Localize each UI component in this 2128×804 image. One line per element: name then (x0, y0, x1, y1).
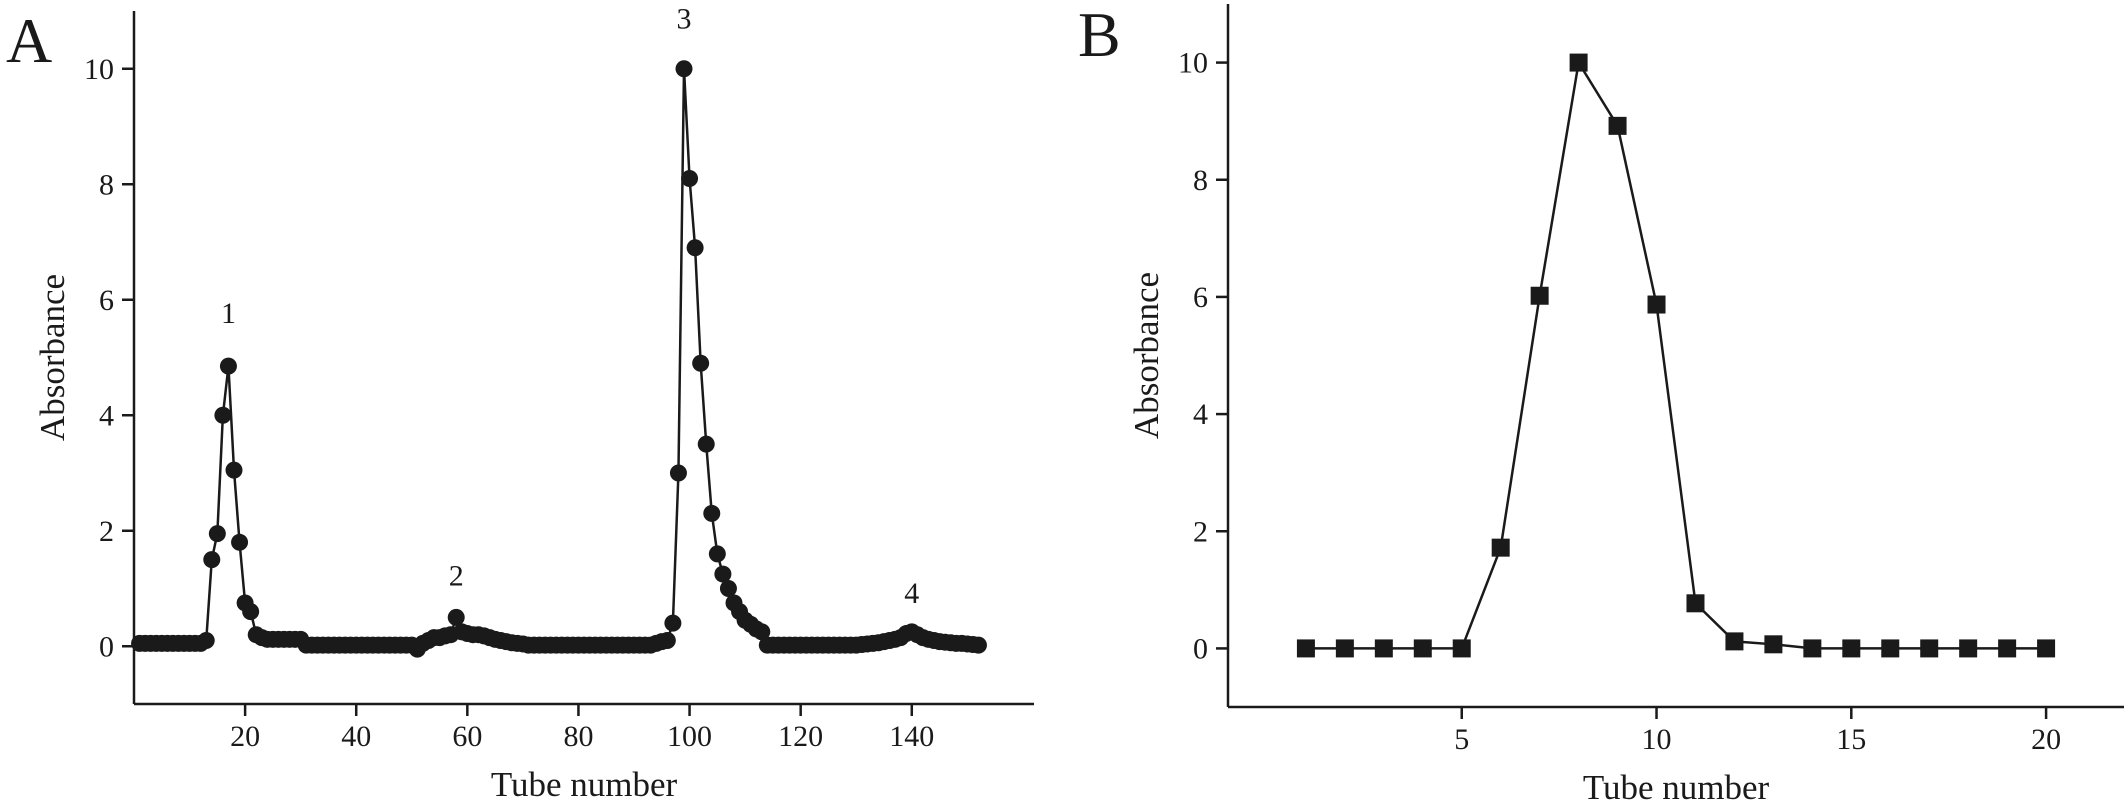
peak-label: 2 (449, 560, 464, 593)
x-tick-label: 140 (889, 720, 934, 753)
panel-label: A (6, 5, 52, 76)
y-tick-label: 4 (1193, 398, 1208, 431)
data-point (703, 504, 721, 522)
data-point (669, 464, 687, 482)
y-tick-label: 8 (1193, 164, 1208, 197)
data-point (708, 545, 726, 563)
data-point (1608, 116, 1627, 135)
data-line (1305, 59, 2047, 650)
data-line (139, 68, 979, 651)
data-point (1296, 639, 1315, 658)
x-tick-label: 80 (563, 720, 593, 753)
data-point (719, 580, 737, 597)
y-tick-label: 6 (1193, 281, 1208, 314)
data-point (1491, 538, 1510, 557)
data-point (1374, 639, 1393, 658)
x-tick-label: 60 (452, 720, 482, 753)
x-tick-label: 120 (778, 720, 823, 753)
y-tick-label: 2 (1193, 515, 1208, 548)
data-point (1452, 639, 1471, 658)
data-point (1530, 286, 1549, 305)
data-point (1764, 635, 1783, 654)
peak-label: 3 (677, 2, 692, 35)
panel-label: B (1078, 0, 1121, 70)
y-tick-label: 0 (99, 630, 114, 663)
y-tick-label: 10 (84, 53, 114, 86)
data-point (219, 357, 237, 375)
data-point (658, 631, 676, 649)
x-tick-label: 40 (341, 720, 371, 753)
data-point (714, 565, 732, 583)
data-point (1842, 639, 1861, 658)
data-point (1725, 632, 1744, 651)
data-point (203, 551, 221, 569)
data-point (681, 169, 699, 187)
data-point (242, 603, 260, 621)
x-tick-label: 5 (1454, 723, 1469, 756)
y-tick-label: 6 (99, 284, 114, 317)
x-tick-label: 15 (1836, 723, 1866, 756)
data-point (1998, 639, 2017, 658)
data-point (447, 608, 465, 626)
data-point (208, 525, 226, 543)
y-tick-label: 8 (99, 168, 114, 201)
data-point (1569, 53, 1588, 72)
y-tick-label: 0 (1193, 632, 1208, 665)
y-tick-label: 10 (1178, 47, 1208, 80)
data-point (1881, 639, 1900, 658)
y-axis-title: Absorbance (1127, 272, 1166, 439)
x-tick-label: 100 (667, 720, 712, 753)
data-point (692, 354, 710, 372)
data-point (1413, 639, 1432, 658)
data-point (686, 239, 704, 257)
data-point (1959, 639, 1978, 658)
peak-label: 4 (904, 577, 919, 610)
data-point (1647, 295, 1666, 314)
data-point (1335, 639, 1354, 658)
x-axis-title: Tube number (1583, 768, 1770, 804)
data-point (2037, 639, 2056, 658)
data-point (664, 614, 682, 632)
data-point (231, 533, 249, 551)
peak-label: 1 (221, 297, 236, 330)
data-point (1803, 639, 1822, 658)
data-point (753, 623, 771, 641)
y-tick-label: 4 (99, 399, 114, 432)
data-point (675, 60, 693, 78)
data-point (225, 461, 243, 479)
x-axis-title: Tube number (491, 765, 678, 804)
y-axis-title: Absorbance (33, 274, 72, 441)
data-point (1920, 639, 1939, 658)
x-tick-label: 20 (2031, 723, 2061, 756)
data-point (197, 631, 215, 649)
data-point (969, 636, 987, 654)
data-point (214, 406, 232, 424)
x-tick-label: 10 (1642, 723, 1672, 756)
data-point (1686, 594, 1705, 613)
y-tick-label: 2 (99, 515, 114, 548)
x-tick-label: 20 (230, 720, 260, 753)
data-point (697, 435, 715, 453)
